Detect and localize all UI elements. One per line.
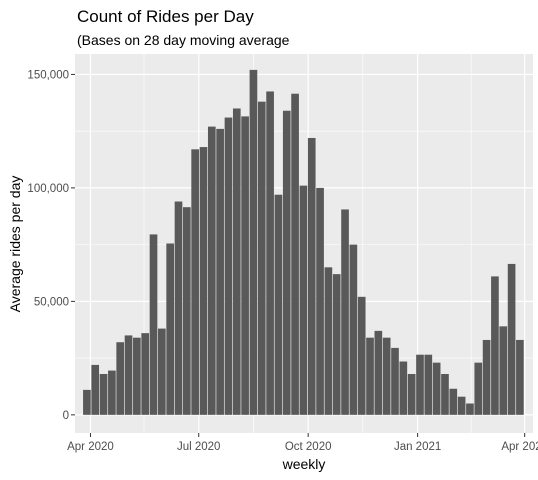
x-axis-ticks: Apr 2020 Jul 2020 Oct 2020 Jan 2021 Apr 2021 (67, 433, 538, 453)
bar (191, 149, 199, 415)
y-axis-title: Average rides per day (7, 176, 23, 313)
bar (332, 274, 341, 415)
bar (99, 373, 108, 415)
bar (274, 194, 283, 415)
bar (141, 333, 150, 415)
bar (407, 373, 416, 415)
bar (266, 91, 274, 415)
chart-subtitle: (Bases on 28 day moving average (77, 32, 290, 48)
chart-title: Count of Rides per Day (77, 7, 254, 26)
bar (399, 361, 408, 415)
bar (457, 396, 466, 415)
bar (491, 276, 499, 415)
bar (182, 207, 191, 415)
bar (441, 373, 449, 415)
bar (108, 370, 116, 415)
bar (249, 69, 258, 415)
bar (282, 110, 291, 415)
x-tick-label: Jul 2020 (177, 441, 220, 453)
bar (207, 126, 216, 415)
y-tick-label: 0 (63, 410, 69, 422)
bar (83, 389, 91, 415)
bar (391, 347, 399, 415)
bar (349, 244, 358, 415)
x-tick-label: Jan 2021 (394, 441, 441, 453)
bar (357, 296, 366, 415)
bar (366, 337, 374, 415)
bar (133, 337, 141, 415)
bar (291, 93, 299, 415)
x-axis-title: weekly (282, 456, 326, 472)
bar (299, 185, 308, 415)
bar (324, 267, 333, 415)
bar (516, 339, 524, 415)
y-tick-label: 100,000 (27, 183, 69, 195)
bar (149, 234, 158, 415)
bar (466, 403, 474, 415)
bar (499, 326, 508, 415)
bar (432, 362, 441, 415)
bar (257, 101, 266, 415)
bar (199, 147, 208, 415)
bar (474, 362, 483, 415)
y-tick-label: 50,000 (34, 296, 69, 308)
bar (124, 335, 133, 415)
bar (216, 128, 224, 415)
bar (166, 243, 174, 415)
bar (307, 137, 316, 415)
bar (241, 116, 249, 415)
bar (224, 117, 233, 415)
x-tick-label: Oct 2020 (285, 441, 332, 453)
y-axis-ticks: 0 50,000 100,000 150,000 (27, 69, 75, 422)
x-tick-label: Apr 2021 (501, 441, 538, 453)
bar (116, 342, 125, 415)
bar (507, 263, 516, 415)
bar (91, 364, 100, 415)
bar (382, 337, 391, 415)
y-tick-label: 150,000 (27, 69, 69, 81)
bar (232, 108, 241, 415)
bar (374, 330, 383, 415)
bar (416, 354, 424, 415)
bar (316, 187, 324, 415)
bar (174, 201, 183, 415)
bar (424, 354, 433, 415)
bars (83, 69, 524, 415)
bar (482, 339, 491, 415)
bar (341, 209, 349, 415)
x-tick-label: Apr 2020 (67, 441, 114, 453)
bar (158, 328, 166, 415)
bar (449, 388, 458, 415)
